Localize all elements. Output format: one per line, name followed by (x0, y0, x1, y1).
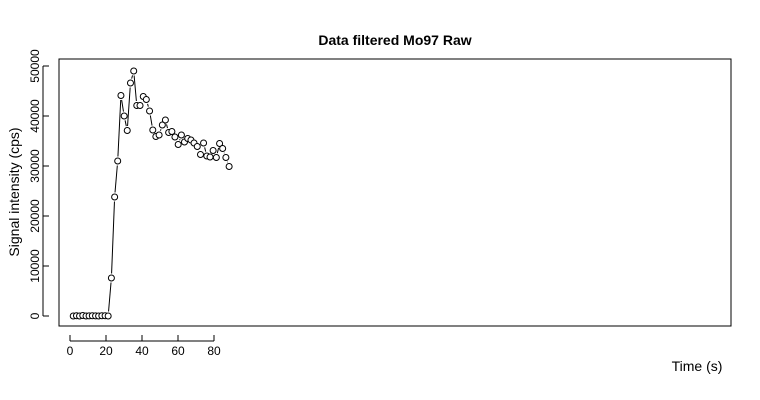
y-tick-label: 40000 (28, 99, 42, 133)
x-axis: 0 20 40 60 80 (67, 335, 221, 358)
y-axis-label: Signal intensity (cps) (6, 127, 22, 256)
data-point (177, 131, 185, 139)
plot-frame (58, 58, 732, 327)
y-axis: 0 10000 20000 30000 40000 50000 (28, 49, 49, 319)
series-line-segment (127, 87, 131, 127)
data-point (222, 154, 230, 161)
data-point (168, 128, 176, 135)
series-line-segment (216, 147, 220, 154)
data-point (209, 147, 217, 154)
series-lines (108, 75, 229, 312)
data-point (136, 102, 144, 109)
x-tick-label: 60 (171, 344, 185, 358)
y-tick-label: 30000 (28, 149, 42, 183)
chart-title: Data filtered Mo97 Raw (318, 32, 471, 48)
data-point (114, 157, 122, 165)
series-line-segment (131, 75, 134, 79)
data-point (120, 112, 128, 120)
data-point (142, 96, 150, 103)
series-line-segment (149, 115, 153, 126)
data-point (146, 107, 154, 115)
data-point (171, 133, 179, 141)
series-line-segment (114, 165, 118, 193)
data-point (104, 312, 112, 320)
data-point (155, 131, 163, 139)
data-point (161, 116, 169, 124)
data-point (197, 151, 204, 158)
data-point (212, 154, 220, 161)
series-line-segment (204, 147, 207, 152)
y-tick-label: 0 (28, 312, 42, 319)
data-point (200, 139, 208, 147)
data-point (107, 274, 115, 282)
data-point (174, 141, 182, 148)
x-tick-label: 0 (67, 344, 74, 358)
data-point (126, 79, 134, 87)
x-tick-label: 80 (207, 344, 221, 358)
series-points (69, 67, 233, 320)
series-line-segment (117, 99, 122, 157)
data-point (225, 163, 233, 170)
series-line-segment (147, 103, 149, 107)
y-tick-label: 20000 (28, 199, 42, 233)
series-line-segment (133, 75, 137, 102)
data-point (149, 126, 157, 134)
x-axis-label: Time (s) (672, 358, 723, 374)
series-line-segment (111, 201, 115, 274)
x-tick-label: 20 (99, 344, 113, 358)
data-point (117, 92, 125, 99)
data-point (193, 143, 201, 150)
series-line-segment (121, 99, 124, 112)
data-point (219, 145, 227, 152)
data-point (216, 140, 224, 147)
data-point (206, 153, 214, 161)
data-point (123, 127, 131, 134)
data-point (158, 121, 166, 129)
series-line-segment (108, 282, 112, 312)
x-tick-label: 40 (135, 344, 149, 358)
y-tick-label: 10000 (28, 249, 42, 283)
series-line-segment (124, 120, 127, 127)
data-point (111, 193, 119, 201)
y-tick-label: 50000 (28, 49, 42, 83)
data-point (130, 67, 138, 75)
series-line-segment (166, 124, 168, 129)
